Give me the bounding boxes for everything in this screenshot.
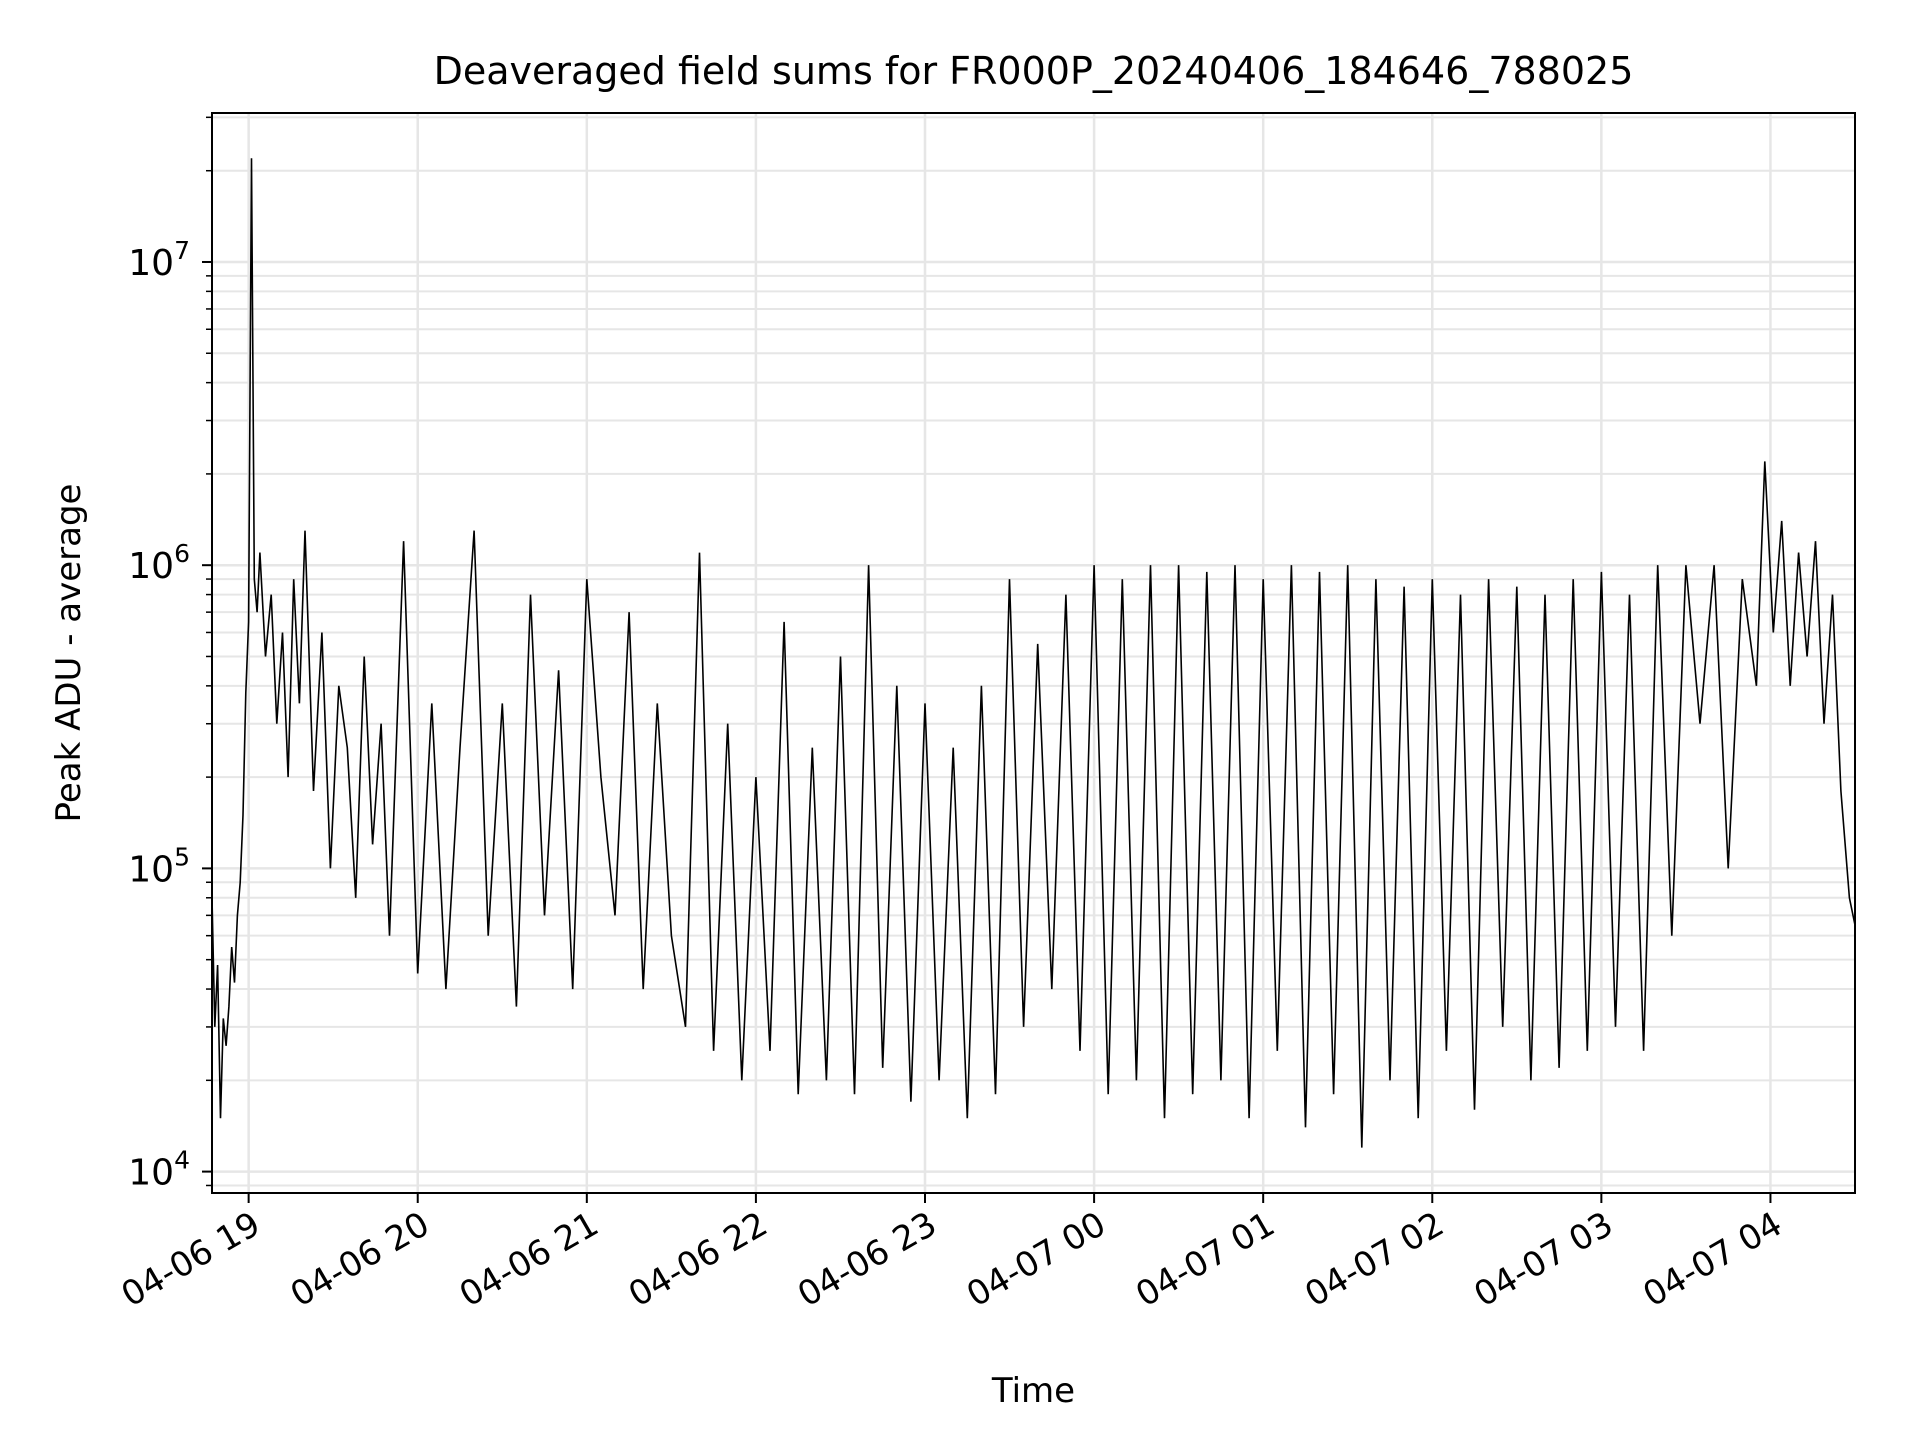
y-tick-label: 105 bbox=[128, 842, 190, 890]
y-tick-label: 106 bbox=[128, 539, 190, 587]
x-axis-label: Time bbox=[991, 1371, 1075, 1411]
y-tick-label: 104 bbox=[128, 1146, 190, 1194]
y-axis-label: Peak ADU - average bbox=[49, 484, 89, 823]
plot-frame bbox=[211, 112, 1856, 1194]
chart-title: Deaveraged field sums for FR000P_2024040… bbox=[434, 49, 1634, 93]
series-layer bbox=[211, 158, 1856, 1148]
y-tick-label: 107 bbox=[128, 236, 190, 284]
series-line-1 bbox=[211, 158, 1856, 1148]
grid bbox=[212, 113, 1855, 1193]
